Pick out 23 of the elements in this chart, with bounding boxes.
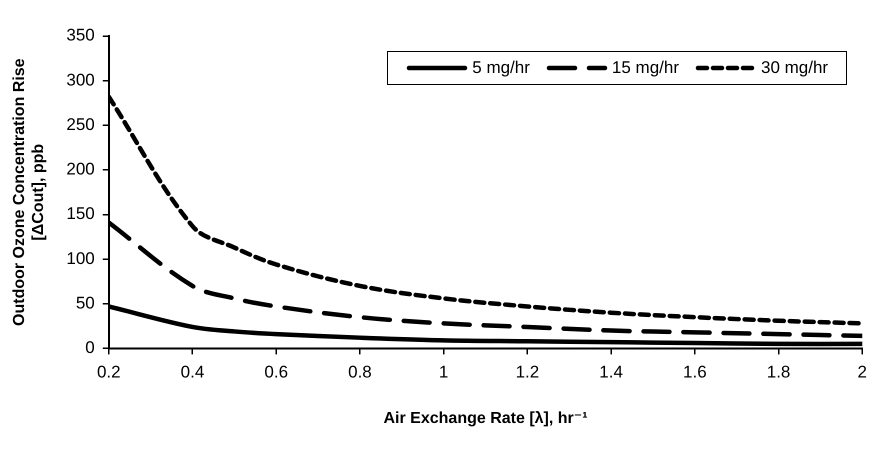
x-tick-label: 1.4 bbox=[599, 362, 623, 382]
legend-label: 5 mg/hr bbox=[472, 58, 530, 78]
x-tick-label: 1.2 bbox=[516, 362, 540, 382]
x-tick-label: 0.2 bbox=[96, 362, 121, 382]
y-tick-label: 200 bbox=[66, 160, 95, 179]
y-tick-label: 100 bbox=[66, 248, 95, 268]
legend-label: 15 mg/hr bbox=[612, 58, 679, 78]
x-tick-label: 1 bbox=[438, 362, 448, 382]
y-tick-label: 150 bbox=[66, 204, 95, 224]
y-tick-label: 350 bbox=[66, 26, 95, 45]
x-tick-label: 0.4 bbox=[180, 362, 204, 382]
x-tick-label: 0.8 bbox=[348, 362, 372, 382]
legend-label: 30 mg/hr bbox=[761, 58, 828, 78]
y-tick-label: 50 bbox=[76, 293, 95, 312]
y-tick-label: 0 bbox=[85, 338, 95, 358]
x-tick-label: 1.8 bbox=[766, 362, 790, 382]
x-tick-label: 2 bbox=[858, 362, 868, 382]
x-axis-title: Air Exchange Rate [λ], hr⁻¹ bbox=[383, 410, 588, 427]
y-axis-title: Outdoor Ozone Concentration Rise [ΔCout], ppb bbox=[11, 58, 48, 326]
y-tick-label: 300 bbox=[66, 70, 95, 90]
x-tick-label: 1.6 bbox=[683, 362, 707, 382]
x-tick-label: 0.6 bbox=[264, 362, 288, 382]
y-tick-label: 250 bbox=[66, 114, 95, 134]
